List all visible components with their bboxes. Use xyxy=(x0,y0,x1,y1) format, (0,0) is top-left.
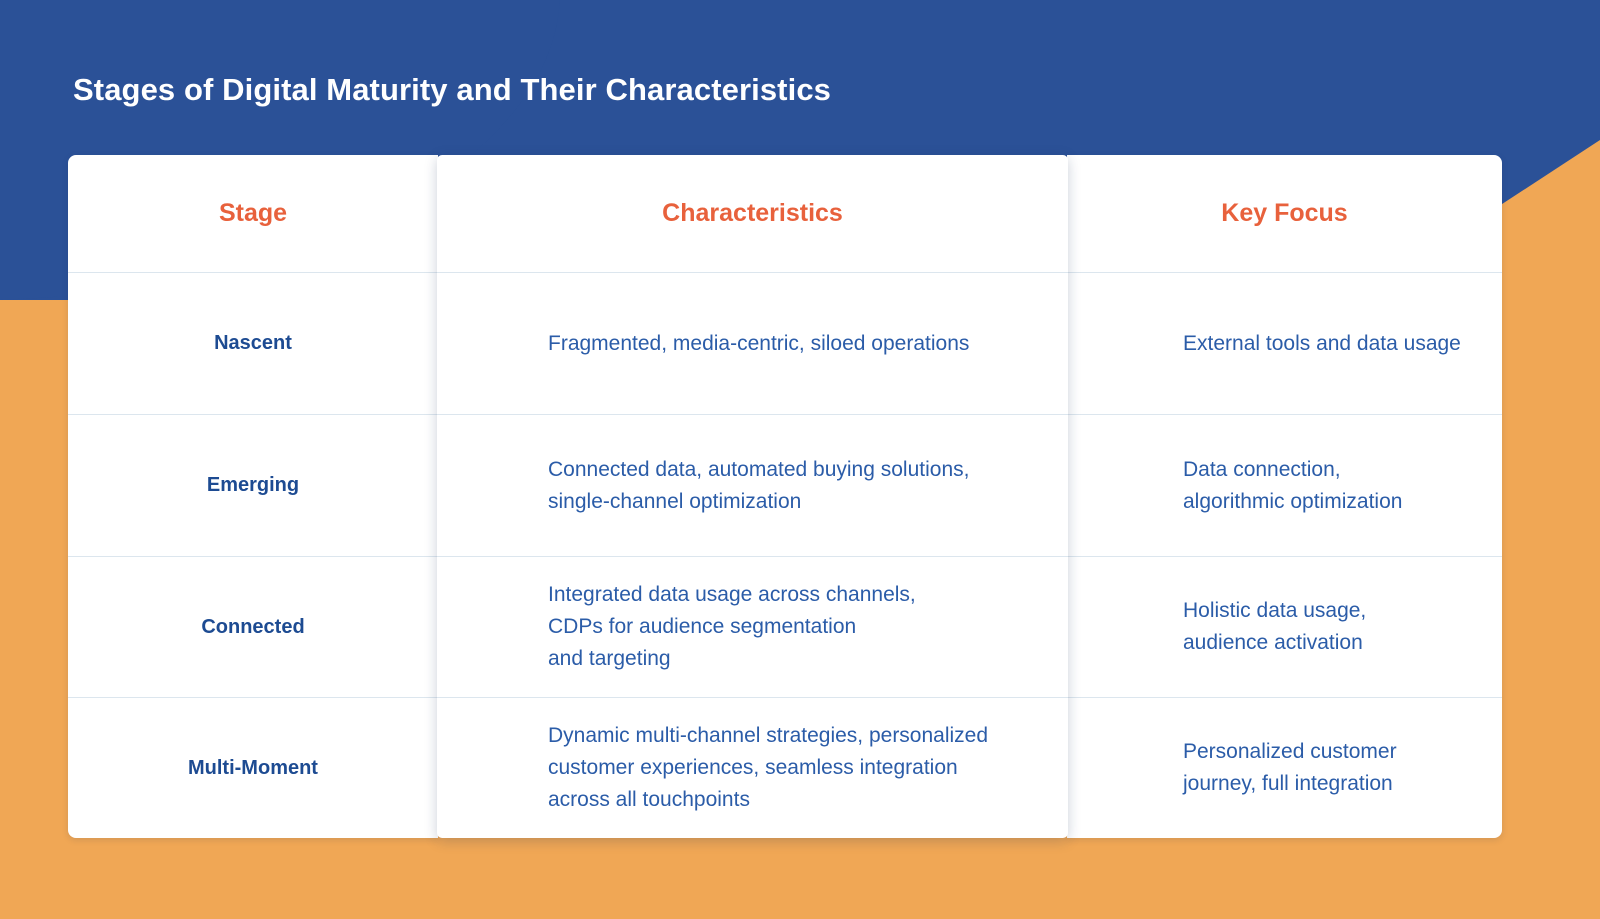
header-cell-key-focus: Key Focus xyxy=(1067,155,1502,273)
text-line: Connected data, automated buying solutio… xyxy=(548,457,970,481)
table-row: Personalized customer journey, full inte… xyxy=(1067,698,1502,838)
text-line: External tools and data usage xyxy=(1183,331,1461,355)
text-line: Fragmented, media-centric, siloed operat… xyxy=(548,331,970,355)
table-row: Connected data, automated buying solutio… xyxy=(437,415,1068,557)
header-cell-stage: Stage xyxy=(68,155,438,273)
table-row: External tools and data usage xyxy=(1067,273,1502,415)
key-focus-text: Personalized customer journey, full inte… xyxy=(1183,736,1397,800)
table-row: Emerging xyxy=(68,415,438,557)
text-line: audience activation xyxy=(1183,631,1363,654)
stage-name: Connected xyxy=(201,615,305,638)
text-line: Dynamic multi-channel strategies, person… xyxy=(548,724,989,747)
characteristics-text: Integrated data usage across channels, C… xyxy=(548,579,916,675)
characteristics-text: Fragmented, media-centric, siloed operat… xyxy=(548,328,969,360)
header-label-key-focus: Key Focus xyxy=(1221,199,1348,227)
table-row: Data connection, algorithmic optimizatio… xyxy=(1067,415,1502,557)
table-row: Dynamic multi-channel strategies, person… xyxy=(437,698,1068,838)
text-line: Holistic data usage, xyxy=(1183,599,1367,622)
stage-name: Emerging xyxy=(206,474,300,496)
table-row: Integrated data usage across channels, C… xyxy=(437,557,1068,698)
key-focus-text: Data connection, algorithmic optimizatio… xyxy=(1183,454,1402,518)
column-characteristics: Characteristics Fragmented, media-centri… xyxy=(437,155,1068,838)
text-line: single-channel optimization xyxy=(548,489,802,513)
text-line: customer experiences, seamless integrati… xyxy=(548,756,958,779)
text-line: algorithmic optimization xyxy=(1183,489,1403,513)
table-row: Fragmented, media-centric, siloed operat… xyxy=(437,273,1068,415)
header-label-characteristics: Characteristics xyxy=(662,199,843,227)
stage-name: Nascent xyxy=(214,332,292,354)
text-line: journey, full integration xyxy=(1183,772,1393,795)
text-line: Integrated data usage across channels, xyxy=(548,583,916,606)
text-line: across all touchpoints xyxy=(548,788,750,811)
table-row: Connected xyxy=(68,557,438,698)
text-line: Personalized customer xyxy=(1183,740,1397,763)
characteristics-text: Connected data, automated buying solutio… xyxy=(548,454,969,518)
table-row: Holistic data usage, audience activation xyxy=(1067,557,1502,698)
page-title: Stages of Digital Maturity and Their Cha… xyxy=(73,72,831,107)
maturity-table: Stage Nascent Emerging Connected Multi-M… xyxy=(68,155,1502,838)
key-focus-text: External tools and data usage xyxy=(1183,328,1461,360)
key-focus-text: Holistic data usage, audience activation xyxy=(1183,595,1366,659)
stage-name: Multi-Moment xyxy=(188,756,318,779)
table-row: Multi-Moment xyxy=(68,698,438,838)
header-label-stage: Stage xyxy=(218,199,288,227)
header-cell-characteristics: Characteristics xyxy=(437,155,1068,273)
characteristics-text: Dynamic multi-channel strategies, person… xyxy=(548,720,988,816)
column-key-focus: Key Focus External tools and data usage … xyxy=(1067,155,1502,838)
column-stage: Stage Nascent Emerging Connected Multi-M… xyxy=(68,155,438,838)
text-line: CDPs for audience segmentation xyxy=(548,615,857,638)
text-line: and targeting xyxy=(548,647,671,670)
text-line: Data connection, xyxy=(1183,457,1341,481)
table-row: Nascent xyxy=(68,273,438,415)
